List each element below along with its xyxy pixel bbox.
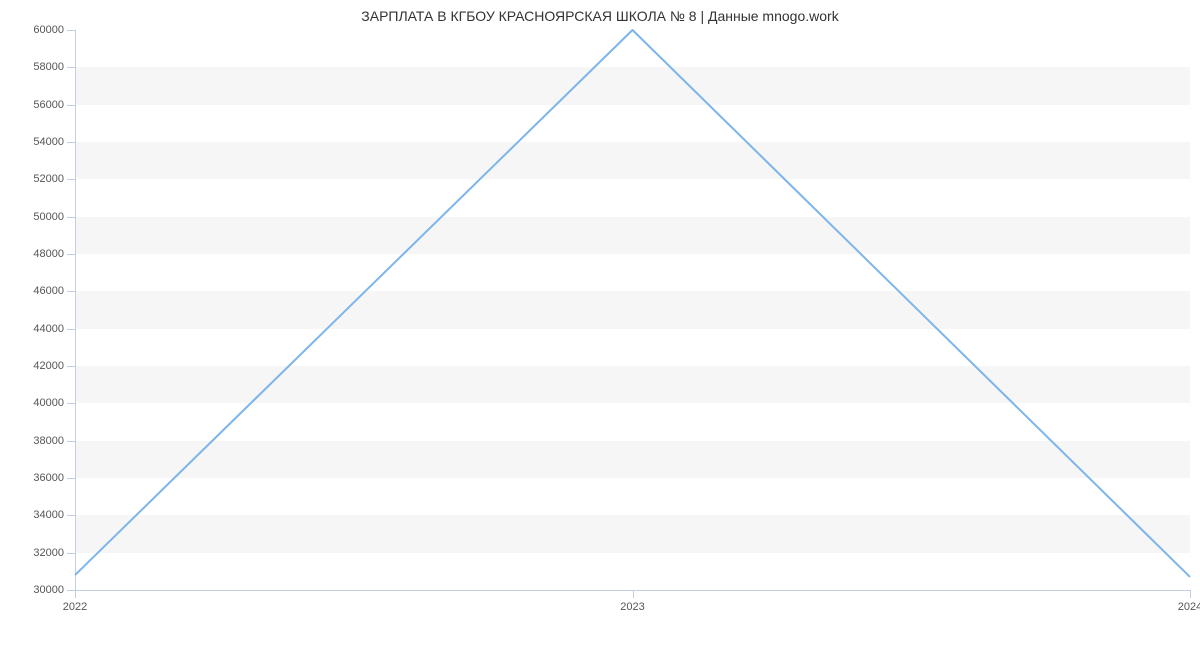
plot-area: 3000032000340003600038000400004200044000… — [75, 30, 1190, 590]
y-tick-label: 34000 — [4, 509, 64, 521]
y-tick-label: 36000 — [4, 472, 64, 484]
y-tick — [67, 105, 75, 106]
y-tick — [67, 179, 75, 180]
y-tick — [67, 30, 75, 31]
y-tick-label: 40000 — [4, 397, 64, 409]
y-tick-label: 48000 — [4, 248, 64, 260]
y-tick — [67, 590, 75, 591]
y-tick — [67, 515, 75, 516]
y-tick — [67, 553, 75, 554]
x-tick-label: 2024 — [1178, 601, 1200, 613]
y-tick-label: 30000 — [4, 584, 64, 596]
y-tick-label: 50000 — [4, 211, 64, 223]
y-tick-label: 42000 — [4, 360, 64, 372]
series-line-salary[interactable] — [75, 30, 1190, 577]
x-tick — [75, 590, 76, 598]
y-tick-label: 52000 — [4, 173, 64, 185]
y-tick-label: 44000 — [4, 323, 64, 335]
y-tick — [67, 366, 75, 367]
y-tick-label: 46000 — [4, 285, 64, 297]
x-tick — [1190, 590, 1191, 598]
y-tick — [67, 441, 75, 442]
chart-title: ЗАРПЛАТА В КГБОУ КРАСНОЯРСКАЯ ШКОЛА № 8 … — [0, 8, 1200, 24]
x-axis-line — [75, 590, 1190, 591]
y-tick-label: 38000 — [4, 435, 64, 447]
y-tick — [67, 329, 75, 330]
series-layer — [75, 30, 1190, 590]
y-tick — [67, 478, 75, 479]
x-tick — [633, 590, 634, 598]
y-tick — [67, 142, 75, 143]
y-tick-label: 56000 — [4, 99, 64, 111]
y-tick-label: 54000 — [4, 136, 64, 148]
x-tick-label: 2023 — [620, 601, 644, 613]
chart-container: ЗАРПЛАТА В КГБОУ КРАСНОЯРСКАЯ ШКОЛА № 8 … — [0, 0, 1200, 650]
y-tick — [67, 217, 75, 218]
x-tick-label: 2022 — [63, 601, 87, 613]
y-tick-label: 58000 — [4, 61, 64, 73]
y-tick — [67, 67, 75, 68]
y-tick — [67, 291, 75, 292]
y-tick-label: 32000 — [4, 547, 64, 559]
y-tick-label: 60000 — [4, 24, 64, 36]
y-tick — [67, 403, 75, 404]
y-tick — [67, 254, 75, 255]
